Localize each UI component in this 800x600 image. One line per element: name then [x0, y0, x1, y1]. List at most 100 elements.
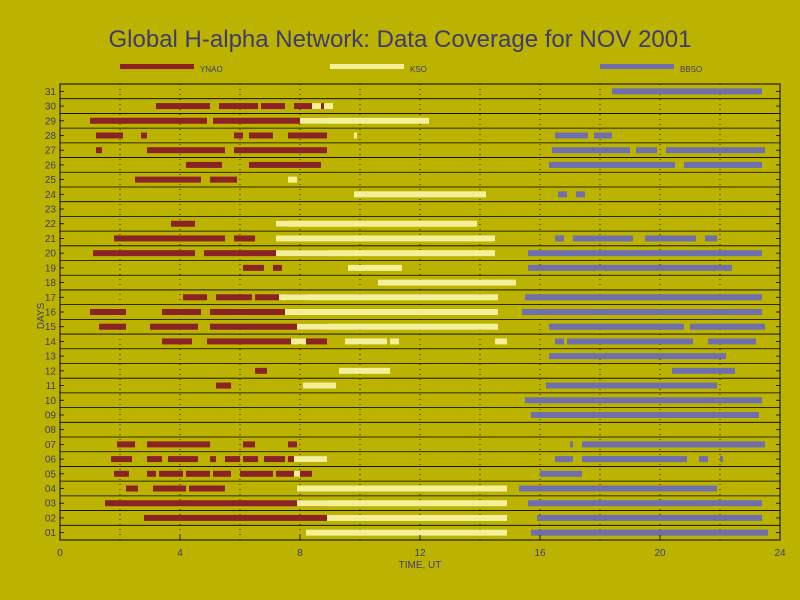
coverage-bar-bbso	[612, 88, 762, 95]
coverage-bar-bbso	[549, 353, 726, 360]
coverage-bars	[90, 88, 768, 536]
y-tick-label: 11	[46, 381, 57, 392]
coverage-bar-bbso	[549, 161, 675, 168]
grid	[60, 83, 780, 541]
coverage-bar-bbso	[555, 456, 573, 463]
coverage-bar-ynao	[150, 323, 198, 330]
coverage-bar-bbso	[582, 441, 765, 448]
coverage-bar-kso	[324, 103, 333, 110]
coverage-bar-bbso	[582, 456, 687, 463]
coverage-bar-kso	[348, 264, 402, 271]
coverage-bar-ynao	[255, 367, 267, 374]
coverage-bar-bbso	[555, 132, 588, 139]
coverage-bar-bbso	[522, 309, 762, 315]
coverage-bar-ynao	[126, 485, 138, 492]
coverage-bar-ynao	[135, 176, 201, 183]
coverage-bar-bbso	[528, 264, 732, 271]
coverage-bar-ynao	[255, 294, 282, 301]
legend: YNAO KSO BBSO	[120, 64, 702, 74]
coverage-bar-ynao	[105, 500, 327, 507]
coverage-bar-ynao	[168, 456, 198, 463]
x-tick-label: 20	[654, 548, 666, 559]
coverage-bar-ynao	[147, 147, 225, 154]
coverage-bar-ynao	[234, 147, 327, 154]
y-tick-label: 06	[45, 455, 57, 466]
coverage-bar-ynao	[99, 323, 126, 330]
coverage-bar-bbso	[672, 367, 735, 374]
coverage-bar-kso	[300, 117, 429, 124]
coverage-bar-ynao	[96, 132, 123, 139]
y-tick-label: 08	[45, 425, 57, 436]
coverage-bar-ynao	[207, 338, 327, 345]
coverage-bar-bbso	[555, 338, 564, 345]
y-tick-label: 29	[45, 116, 57, 127]
y-tick-label: 17	[45, 293, 57, 304]
coverage-bar-bbso	[594, 132, 612, 139]
coverage-bar-bbso	[699, 456, 708, 463]
x-tick-label: 0	[57, 548, 63, 559]
coverage-bar-bbso	[705, 235, 717, 242]
coverage-bar-bbso	[570, 441, 573, 448]
coverage-bar-kso	[276, 250, 495, 257]
coverage-bar-bbso	[690, 323, 765, 330]
coverage-bar-kso	[339, 367, 390, 374]
coverage-bar-kso	[297, 323, 498, 330]
coverage-bar-ynao	[96, 147, 102, 154]
coverage-bar-ynao	[186, 161, 222, 168]
y-axis-label: DAYS	[36, 302, 47, 329]
y-tick-label: 14	[45, 337, 57, 348]
coverage-bar-ynao	[216, 294, 252, 301]
y-tick-label: 03	[45, 499, 57, 510]
coverage-bar-bbso	[555, 235, 564, 242]
chart-title: Global H-alpha Network: Data Coverage fo…	[108, 26, 692, 53]
legend-swatch-kso	[330, 64, 404, 69]
y-tick-label: 28	[45, 131, 57, 142]
coverage-bar-ynao	[189, 485, 225, 492]
coverage-bar-kso	[378, 279, 516, 286]
coverage-bar-ynao	[240, 470, 273, 477]
coverage-bar-bbso	[528, 250, 762, 257]
x-tick-label: 12	[414, 548, 426, 559]
coverage-bar-ynao	[261, 103, 285, 110]
coverage-bar-bbso	[525, 397, 762, 404]
coverage-bar-ynao	[183, 294, 207, 301]
coverage-bar-ynao	[159, 470, 183, 477]
coverage-bar-bbso	[567, 338, 693, 345]
coverage-bar-ynao	[114, 235, 225, 242]
coverage-bar-ynao	[288, 441, 297, 448]
coverage-bar-bbso	[528, 500, 762, 507]
coverage-bar-ynao	[147, 470, 156, 477]
coverage-bar-bbso	[720, 456, 723, 463]
coverage-bar-bbso	[708, 338, 756, 345]
y-tick-label: 10	[45, 396, 57, 407]
coverage-bar-ynao	[249, 161, 321, 168]
coverage-bar-ynao	[162, 309, 201, 315]
legend-swatch-bbso	[600, 64, 674, 69]
y-tick-label: 13	[45, 352, 57, 363]
y-axis: 01 02 03 04 05 06 07 08 09 10 11 12 13 14 15 16 17 18 19 20…	[45, 87, 780, 539]
coverage-bar-bbso	[645, 235, 696, 242]
coverage-bar-kso	[306, 529, 507, 536]
coverage-bar-bbso	[558, 191, 567, 198]
coverage-bar-kso	[297, 485, 507, 492]
y-tick-label: 27	[45, 146, 57, 157]
coverage-bar-ynao	[114, 470, 129, 477]
x-tick-label: 4	[177, 548, 183, 559]
y-tick-label: 30	[45, 102, 57, 113]
coverage-bar-kso	[345, 338, 387, 345]
coverage-bar-kso	[303, 382, 336, 389]
x-axis: 0 4 8 12 16 20 24	[57, 535, 786, 559]
coverage-bar-bbso	[552, 147, 630, 154]
coverage-bar-bbso	[537, 514, 762, 521]
coverage-bar-ynao	[249, 132, 273, 139]
coverage-bar-bbso	[636, 147, 657, 154]
y-tick-label: 23	[45, 205, 57, 216]
coverage-bar-kso	[354, 132, 357, 139]
coverage-bar-kso	[276, 235, 495, 242]
coverage-bar-ynao	[243, 441, 255, 448]
y-tick-label: 16	[45, 308, 57, 319]
y-tick-label: 01	[45, 528, 57, 539]
y-tick-label: 26	[45, 160, 57, 171]
legend-label-kso: KSO	[410, 65, 427, 74]
